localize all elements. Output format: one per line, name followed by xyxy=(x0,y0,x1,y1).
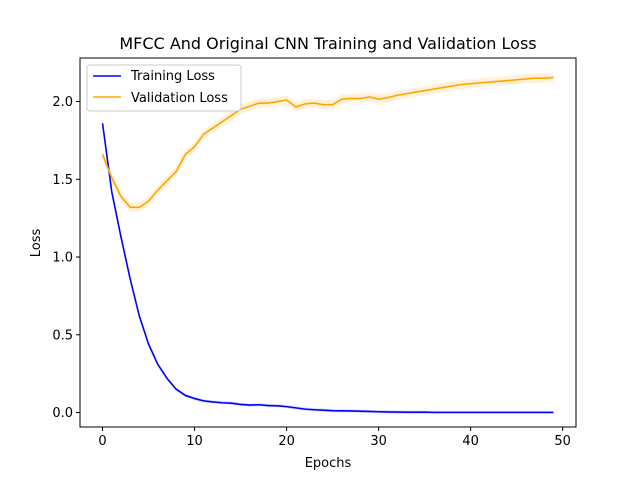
legend: Training Loss Validation Loss xyxy=(86,64,242,112)
legend-box xyxy=(86,64,242,112)
y-tick-label: 0.5 xyxy=(52,328,73,343)
x-tick-label: 0 xyxy=(98,434,106,449)
y-axis-ticks: 0.0 0.5 1.0 1.5 2.0 xyxy=(52,95,80,421)
legend-label-validation-loss: Validation Loss xyxy=(131,91,228,106)
y-tick-label: 0.0 xyxy=(52,406,73,421)
confidence-bands xyxy=(102,72,554,414)
x-tick-label: 20 xyxy=(278,434,295,449)
x-tick-label: 10 xyxy=(186,434,203,449)
series-lines xyxy=(101,76,554,414)
legend-label-training-loss: Training Loss xyxy=(130,69,215,84)
series-line-validation-loss xyxy=(101,76,554,209)
chart-title: MFCC And Original CNN Training and Valid… xyxy=(119,34,536,53)
x-tick-label: 50 xyxy=(554,434,571,449)
plot-frame xyxy=(79,57,577,428)
y-tick-label: 1.5 xyxy=(52,173,73,188)
x-axis-ticks: 0 10 20 30 40 50 xyxy=(98,427,571,449)
x-tick-label: 40 xyxy=(462,434,479,449)
x-axis-label: Epochs xyxy=(305,456,352,471)
y-tick-label: 2.0 xyxy=(52,95,73,110)
y-tick-label: 1.0 xyxy=(52,251,73,266)
band-validation-loss xyxy=(102,72,554,212)
x-tick-label: 30 xyxy=(370,434,387,449)
series-line-training-loss xyxy=(101,123,554,414)
y-axis-label: Loss xyxy=(29,229,44,258)
